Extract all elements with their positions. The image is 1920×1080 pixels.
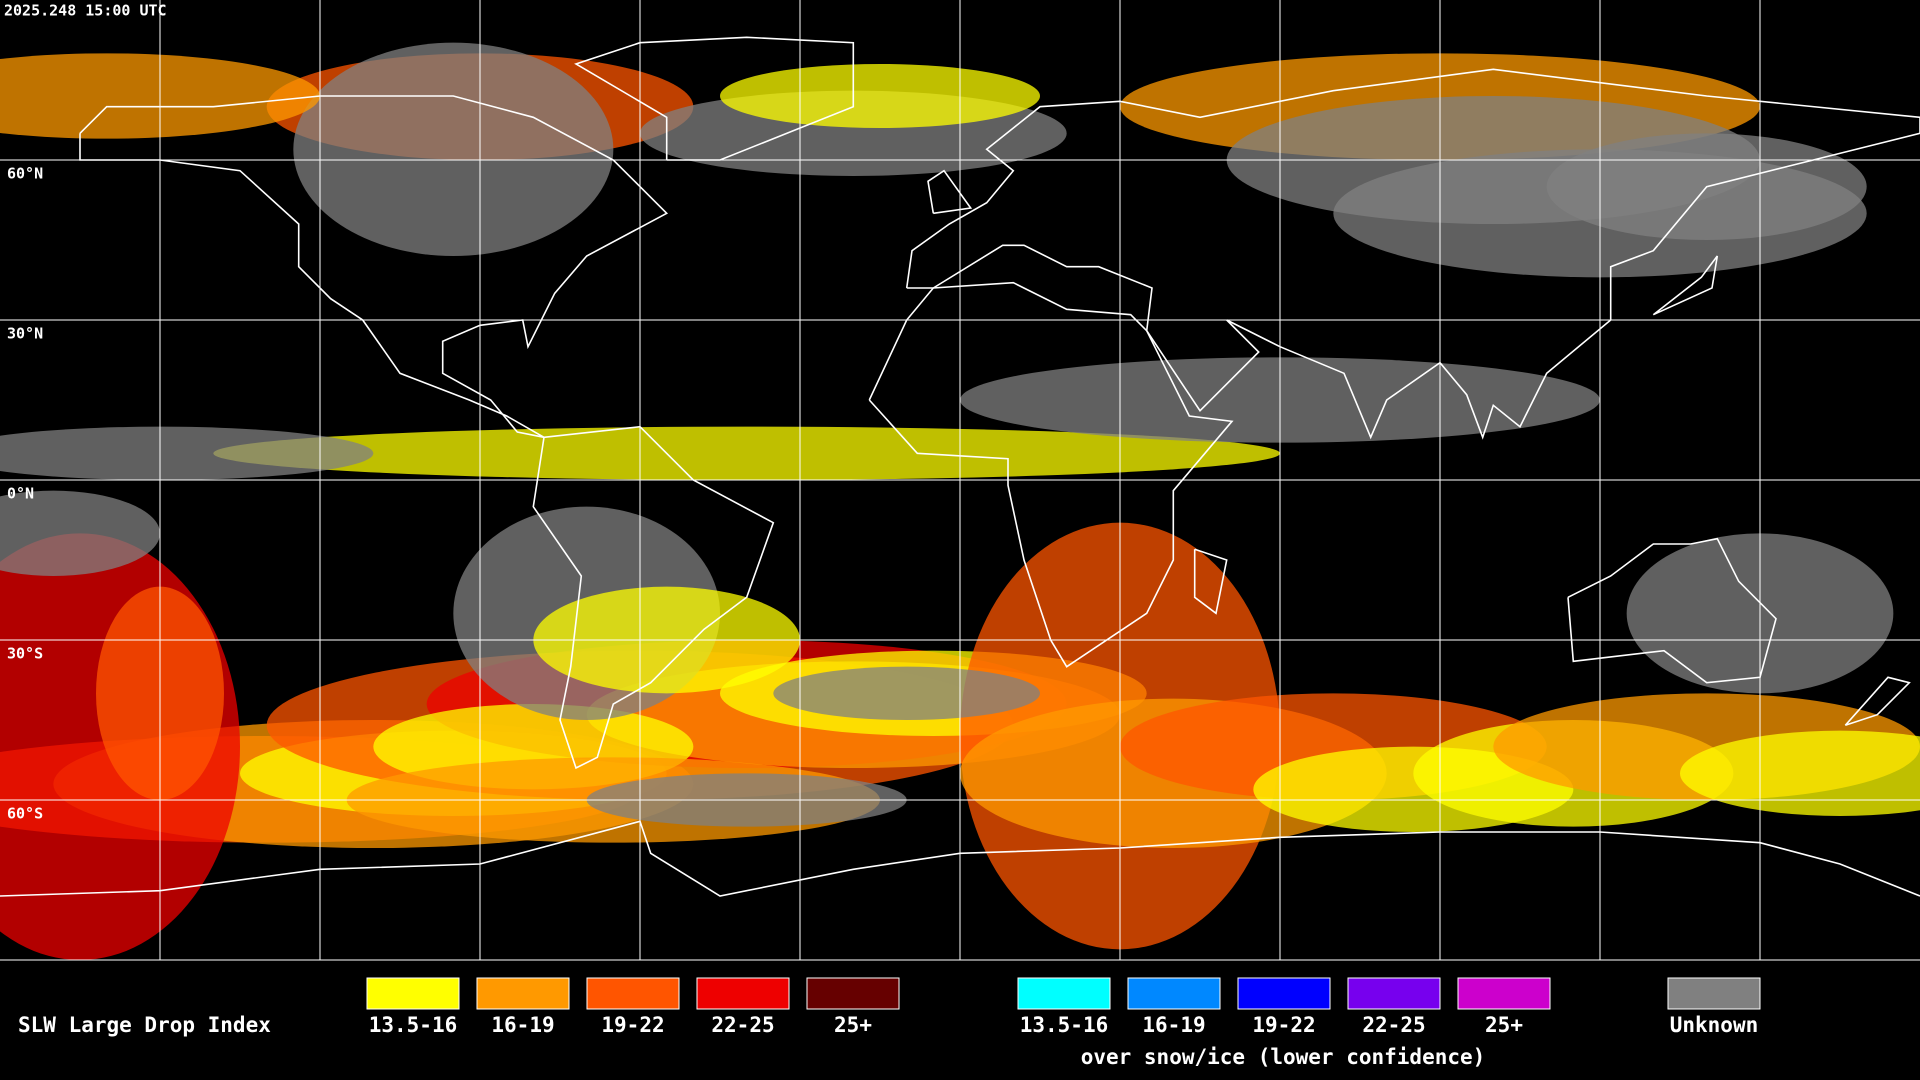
cloud-patch: [773, 666, 1040, 720]
coastline: [1652, 255, 1719, 316]
legend-label: 16-19: [1142, 1013, 1205, 1037]
legend-label: 25+: [1485, 1013, 1523, 1037]
coastline: [79, 95, 669, 439]
legend-label: 22-25: [1362, 1013, 1425, 1037]
legend-swatch: [476, 977, 570, 1010]
coastline: [927, 169, 973, 215]
legend: SLW Large Drop Index over snow/ice (lowe…: [18, 977, 1761, 1069]
legend-label: Unknown: [1670, 1013, 1759, 1037]
cloud-patch: [0, 426, 374, 480]
latitude-label: 30°N: [7, 325, 43, 343]
legend-label: 19-22: [601, 1013, 664, 1037]
legend-swatch: [1127, 977, 1221, 1010]
snow-caption: over snow/ice (lower confidence): [1081, 1045, 1486, 1069]
legend-swatch: [1667, 977, 1761, 1010]
legend-label: 25+: [834, 1013, 872, 1037]
coastline: [532, 425, 775, 770]
legend-label: 13.5-16: [1020, 1013, 1109, 1037]
cloud-patch: [720, 64, 1040, 128]
timestamp: 2025.248 15:00 UTC: [4, 2, 167, 20]
coastline: [905, 68, 1920, 440]
antarctic-coast: [0, 820, 1920, 897]
legend-swatch: [696, 977, 790, 1010]
legend-title: SLW Large Drop Index: [18, 1013, 271, 1037]
legend-swatch: [366, 977, 460, 1010]
legend-swatch: [1237, 977, 1331, 1010]
legend-label: 19-22: [1252, 1013, 1315, 1037]
latitude-labels: 60°N 30°N 0°N 30°S 60°S: [7, 165, 43, 823]
coastline: [1844, 676, 1911, 727]
coastline: [1567, 537, 1777, 684]
coastline: [1193, 548, 1228, 615]
legend-label: 13.5-16: [369, 1013, 458, 1037]
cloud-patch: [293, 42, 614, 257]
coastlines: [0, 36, 1920, 897]
legend-swatch: [586, 977, 680, 1010]
legend-label: 16-19: [491, 1013, 554, 1037]
legend-swatch: [1017, 977, 1111, 1010]
latitude-label: 30°S: [7, 645, 43, 663]
cloud-patch: [1680, 730, 1920, 816]
legend-swatch: [806, 977, 900, 1010]
latitude-label: 0°N: [7, 485, 34, 503]
latitude-label: 60°N: [7, 165, 43, 183]
coastline: [574, 36, 855, 161]
legend-swatch: [1457, 977, 1551, 1010]
legend-label: 22-25: [711, 1013, 774, 1037]
coastline: [868, 281, 1234, 668]
legend-swatch: [1347, 977, 1441, 1010]
latitude-label: 60°S: [7, 805, 43, 823]
cloud-patch: [0, 490, 160, 576]
graticule: [0, 0, 1920, 960]
